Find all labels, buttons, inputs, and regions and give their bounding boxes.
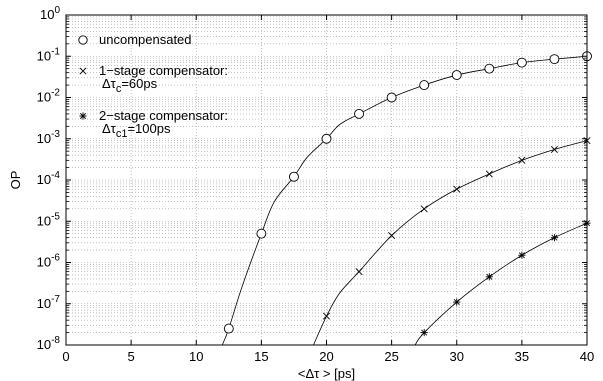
grid	[66, 15, 587, 345]
y-tick-label: 10-3	[37, 129, 61, 146]
y-axis-label: OP	[8, 171, 23, 190]
data-point-series-2	[388, 232, 396, 240]
data-point-series-2	[453, 185, 461, 193]
x-tick-label: 20	[319, 349, 333, 364]
data-point-series-1	[419, 80, 430, 91]
data-markers	[223, 51, 592, 337]
x-tick-label: 40	[580, 349, 594, 364]
data-point-series-2	[550, 145, 558, 153]
data-point-series-3	[485, 273, 493, 281]
x-tick-label: 35	[515, 349, 529, 364]
data-point-series-1	[484, 63, 495, 74]
data-point-series-2	[518, 156, 526, 164]
data-point-series-1	[354, 108, 365, 119]
legend-marker-2	[79, 67, 87, 75]
legend-entry-3: 2−stage compensator:Δτc1=100ps	[79, 108, 228, 140]
series-line-1	[221, 55, 587, 345]
x-axis-label: <Δτ > [ps]	[298, 366, 355, 381]
data-point-series-1	[288, 171, 299, 182]
ticks: 0 5 10 15 20 25 30 35 40 10-8 10-7 10-6 10-5 10-4 10-3…	[37, 5, 595, 364]
legend-entry-1: uncompensated	[78, 32, 192, 47]
data-point-series-1	[549, 54, 560, 65]
legend-marker-3	[79, 112, 87, 120]
legend-entry-2: 1−stage compensator:Δτc=60ps	[79, 63, 228, 95]
x-tick-label: 25	[384, 349, 398, 364]
data-point-series-2	[322, 312, 331, 320]
data-point-series-3	[420, 328, 428, 337]
legend-label: 1−stage compensator:	[99, 63, 228, 78]
data-point-series-3	[550, 234, 559, 242]
y-tick-label: 100	[40, 5, 60, 22]
data-point-series-2	[355, 268, 363, 276]
legend: uncompensated 1−stage compensator:Δτc=60p…	[78, 32, 228, 140]
data-point-series-3	[518, 251, 526, 259]
data-point-series-1	[386, 92, 397, 103]
data-point-series-1	[516, 57, 527, 68]
legend-label: 2−stage compensator:	[99, 108, 228, 123]
data-point-series-1	[321, 133, 332, 144]
x-tick-label: 0	[62, 349, 69, 364]
x-tick-label: 15	[254, 349, 268, 364]
data-point-series-1	[223, 323, 234, 334]
x-tick-label: 30	[450, 349, 464, 364]
data-point-series-2	[485, 170, 493, 178]
legend-label: Δτc1=100ps	[102, 121, 171, 140]
data-point-series-1	[256, 228, 267, 239]
legend-label: Δτc=60ps	[102, 76, 158, 95]
y-tick-label: 10-5	[37, 211, 61, 228]
x-tick-label: 10	[189, 349, 203, 364]
data-point-series-2	[420, 205, 428, 213]
y-tick-label: 10-6	[37, 253, 61, 270]
x-tick-label: 5	[128, 349, 135, 364]
y-tick-label: 10-7	[37, 294, 61, 311]
y-tick-label: 10-2	[37, 88, 61, 105]
data-point-series-3	[453, 298, 461, 306]
y-tick-label: 10-4	[37, 170, 61, 187]
legend-marker-1	[78, 35, 88, 45]
y-tick-label: 10-1	[37, 46, 61, 63]
y-tick-label: 10-8	[37, 335, 61, 352]
data-point-series-1	[451, 70, 462, 81]
legend-label: uncompensated	[99, 32, 192, 47]
